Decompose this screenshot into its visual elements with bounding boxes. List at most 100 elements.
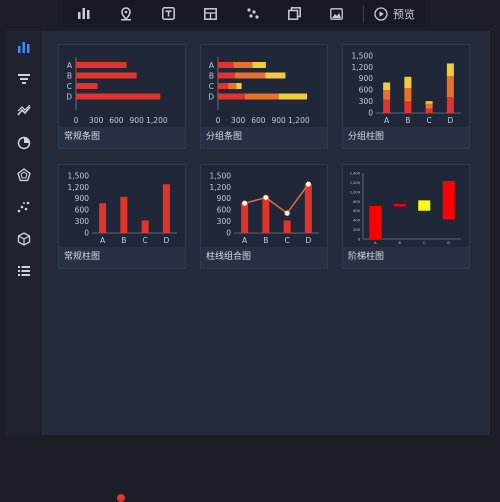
waterfall-bar xyxy=(418,200,431,211)
chart-card-waterfall[interactable]: 0 200 400 600 800 1,000 1,200 1,400 A B C D 阶梯柱图 xyxy=(342,164,470,269)
notification-dot xyxy=(117,494,125,502)
x-tick-label: 300 xyxy=(231,116,246,125)
column-segment xyxy=(425,108,433,113)
waterfall-bar xyxy=(393,204,406,207)
chart-card-basic-column[interactable]: 0 300 600 900 1,200 1,500 A B C D 常规柱图 xyxy=(58,164,186,269)
line-point xyxy=(305,181,312,188)
waterfall-bar xyxy=(369,206,382,239)
chart-card-label: 常规条图 xyxy=(59,127,185,148)
y-tick-label: 0 xyxy=(358,238,361,242)
column xyxy=(262,196,270,233)
text-icon[interactable] xyxy=(147,0,189,27)
sidebar-item-3d[interactable] xyxy=(6,223,42,255)
sidebar-item-funnel[interactable] xyxy=(6,63,42,95)
category-label: A xyxy=(67,61,73,70)
waterfall-bar xyxy=(442,181,455,220)
sidebar-item-list[interactable] xyxy=(6,255,42,287)
sidebar-item-scatter[interactable] xyxy=(6,191,42,223)
y-tick-label: 600 xyxy=(359,86,374,95)
pie-chart-icon xyxy=(17,136,31,150)
y-tick-label: 1,500 xyxy=(210,171,232,180)
table-icon[interactable] xyxy=(189,0,231,27)
y-tick-label: 1,000 xyxy=(350,190,361,194)
category-label: B xyxy=(209,72,214,81)
category-label: D xyxy=(305,236,311,245)
column xyxy=(241,203,249,233)
bar-segment xyxy=(234,72,266,79)
image-icon[interactable] xyxy=(315,0,357,27)
category-label: D xyxy=(66,93,72,102)
category-label: D xyxy=(163,236,169,245)
list-icon xyxy=(18,266,30,276)
category-label: B xyxy=(121,236,126,245)
layers-icon[interactable] xyxy=(273,0,315,27)
column xyxy=(99,203,107,233)
map-pin-icon[interactable] xyxy=(105,0,147,27)
bar-segment xyxy=(233,62,253,68)
category-label: A xyxy=(384,116,390,125)
category-label: B xyxy=(67,72,72,81)
category-label: D xyxy=(208,93,214,102)
column xyxy=(120,196,128,233)
category-label: C xyxy=(209,82,214,91)
column xyxy=(283,220,291,233)
y-tick-label: 900 xyxy=(217,194,232,203)
grouped-column-chart: 0 300 600 900 1,200 1,500 A B C D xyxy=(352,51,461,125)
play-icon xyxy=(374,6,388,21)
sidebar-item-pie[interactable] xyxy=(6,127,42,159)
y-tick-label: 300 xyxy=(217,217,232,226)
column-segment xyxy=(446,76,454,97)
bar-segment xyxy=(278,93,307,100)
bar-line-combo-chart: 0 300 600 900 1,200 1,500 A B C D xyxy=(210,171,319,245)
y-tick-label: 0 xyxy=(368,109,373,118)
chart-card-grouped-column[interactable]: 0 300 600 900 1,200 1,500 A B C D 分组柱图 xyxy=(342,44,470,149)
category-label: A xyxy=(209,61,215,70)
category-label: D xyxy=(447,241,450,245)
sidebar-item-bar[interactable] xyxy=(6,31,42,63)
x-tick-label: 300 xyxy=(89,116,104,125)
sidebar-item-line[interactable] xyxy=(6,95,42,127)
bar xyxy=(76,93,161,100)
chart-card-label: 分组条图 xyxy=(201,127,327,148)
line-chart-icon xyxy=(17,105,31,116)
category-label: D xyxy=(447,116,453,125)
category-label: A xyxy=(100,236,106,245)
sidebar-item-radar[interactable] xyxy=(6,159,42,191)
y-tick-label: 600 xyxy=(217,206,232,215)
category-label: A xyxy=(374,241,377,245)
y-tick-label: 0 xyxy=(84,229,89,238)
y-tick-label: 200 xyxy=(353,228,361,232)
chart-card-basic-bar[interactable]: A B C D 0 300 600 900 1,200 常规条图 xyxy=(58,44,186,149)
y-tick-label: 1,500 xyxy=(68,171,90,180)
scatter-icon[interactable] xyxy=(231,0,273,27)
cube-icon xyxy=(17,232,31,246)
scatter-icon xyxy=(17,201,30,213)
funnel-icon xyxy=(18,74,30,84)
bar xyxy=(76,72,137,79)
y-tick-label: 600 xyxy=(353,209,361,213)
category-label: C xyxy=(423,241,426,245)
category-label: B xyxy=(405,116,410,125)
preview-label: 预览 xyxy=(393,7,415,21)
toolbar-divider xyxy=(363,4,364,23)
bar-segment xyxy=(236,83,242,89)
category-label: B xyxy=(263,236,268,245)
top-toolbar: 预览 xyxy=(63,0,425,27)
column-segment xyxy=(446,63,454,77)
y-tick-label: 1,200 xyxy=(350,181,361,185)
y-tick-label: 400 xyxy=(353,219,361,223)
column-segment xyxy=(404,101,412,113)
chart-category-sidebar xyxy=(6,31,42,435)
x-tick-label: 1,200 xyxy=(288,116,310,125)
preview-button[interactable]: 预览 xyxy=(374,6,415,22)
chart-card-grouped-bar[interactable]: A B C D 0 300 600 900 1,200 分组条图 xyxy=(200,44,328,149)
bar-chart-icon[interactable] xyxy=(63,0,105,27)
y-tick-label: 1,200 xyxy=(210,183,232,192)
line-point xyxy=(262,194,269,201)
x-tick-label: 0 xyxy=(74,116,79,125)
line-point xyxy=(284,210,291,217)
x-tick-label: 600 xyxy=(109,116,124,125)
column-segment xyxy=(404,88,412,102)
chart-card-bar-line-combo[interactable]: 0 300 600 900 1,200 1,500 A B C D 柱线组合图 xyxy=(200,164,328,269)
